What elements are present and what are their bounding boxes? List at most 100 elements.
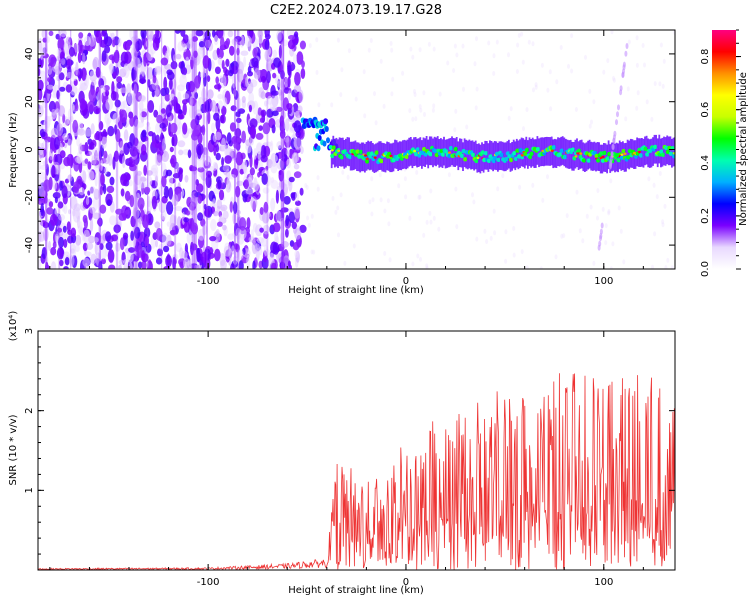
heatmap-cell [101, 94, 107, 102]
heatmap-cell [546, 174, 549, 180]
heatmap-cell [183, 217, 190, 223]
snr-ylabel: SNR (10 * v/v) [8, 414, 19, 485]
heatmap-cell [387, 221, 391, 227]
heatmap-cell [255, 132, 264, 140]
y-tick-label: -20 [24, 189, 35, 205]
heatmap-cell [160, 57, 169, 66]
heatmap-cell [87, 161, 92, 170]
heatmap-cell [625, 43, 629, 49]
heatmap-cell [257, 172, 261, 178]
heatmap-cell [339, 155, 345, 160]
heatmap-cell [228, 248, 232, 260]
heatmap-cell [263, 201, 269, 214]
heatmap-cell [522, 126, 525, 132]
heatmap-cell [225, 58, 230, 67]
heatmap-cell [588, 88, 592, 94]
heatmap-cell [422, 232, 426, 238]
heatmap-cell [276, 141, 283, 149]
heatmap-cell [408, 108, 412, 114]
heatmap-cell [123, 129, 129, 141]
heatmap-cell [169, 77, 173, 90]
heatmap-cell [347, 154, 352, 160]
heatmap-cell [276, 159, 285, 170]
heatmap-cell [115, 30, 119, 269]
heatmap-cell [143, 186, 151, 194]
heatmap-cell [643, 146, 648, 152]
heatmap-cell [38, 179, 42, 189]
heatmap-cell [146, 170, 153, 176]
heatmap-cell [120, 188, 125, 197]
heatmap-cell [164, 63, 172, 70]
heatmap-cell [194, 109, 202, 116]
heatmap-cell [272, 49, 278, 59]
colorbar-tick-label: 0.2 [700, 208, 711, 224]
heatmap-cell [234, 30, 236, 269]
heatmap-cell [199, 72, 206, 79]
heatmap-cell [243, 179, 249, 190]
heatmap-cell [215, 144, 219, 153]
heatmap-cell [128, 262, 133, 269]
heatmap-cell [214, 131, 222, 141]
heatmap-cell [465, 124, 469, 130]
heatmap-cell [109, 215, 117, 226]
heatmap-cell [520, 154, 524, 157]
heatmap-cell [432, 138, 434, 168]
heatmap-cell [178, 149, 184, 156]
heatmap-cell [270, 197, 276, 212]
heatmap-cell [568, 140, 570, 169]
heatmap-cell [447, 172, 451, 178]
heatmap-cell [574, 155, 578, 158]
heatmap-cell [105, 89, 110, 97]
heatmap-cell [214, 248, 221, 262]
heatmap-cell [52, 179, 58, 191]
heatmap-cell [133, 30, 135, 269]
heatmap-cell [369, 38, 373, 43]
heatmap-cell [103, 150, 108, 159]
heatmap-cell [75, 156, 83, 164]
heatmap-cell [104, 45, 111, 54]
heatmap-cell [104, 166, 108, 175]
heatmap-cell [280, 207, 289, 213]
heatmap-cell [523, 151, 528, 156]
heatmap-cell [473, 61, 477, 67]
heatmap-cell [85, 197, 90, 206]
heatmap-cell [509, 106, 513, 112]
heatmap-cell [166, 201, 174, 215]
heatmap-cell [293, 37, 299, 44]
colorbar: 0.0 0.2 0.4 0.6 0.8 Normalized spectral ampl… [700, 29, 749, 277]
heatmap-cell [77, 51, 82, 64]
heatmap-cell [226, 132, 232, 145]
heatmap-cell [187, 149, 192, 159]
heatmap-cell [61, 232, 69, 239]
heatmap-cell [281, 241, 289, 248]
heatmap-cell [462, 86, 465, 92]
heatmap-cell [188, 81, 196, 93]
heatmap-cell [205, 39, 211, 49]
heatmap-cell [495, 39, 499, 45]
heatmap-cell [126, 250, 134, 263]
heatmap-cell [525, 265, 529, 269]
heatmap-cell [452, 138, 455, 167]
heatmap-cell [155, 227, 163, 241]
heatmap-cell [215, 76, 219, 85]
heatmap-cell [622, 64, 626, 71]
heatmap-cell [611, 241, 615, 247]
heatmap-cell [581, 158, 587, 163]
heatmap-cell [220, 36, 225, 50]
heatmap-cell [616, 111, 619, 118]
heatmap-cell [182, 34, 189, 44]
heatmap-cell [154, 67, 158, 77]
heatmap-cell [591, 142, 594, 171]
heatmap-cell [554, 254, 558, 260]
heatmap-cell [283, 119, 290, 131]
heatmap-cell [95, 147, 99, 159]
heatmap-cell [252, 260, 256, 269]
heatmap-cell [97, 91, 103, 103]
y-tick-label: 40 [24, 48, 35, 61]
heatmap-cell [121, 155, 126, 169]
heatmap-cell [39, 55, 44, 69]
heatmap-cell [249, 118, 258, 129]
heatmap-cell [394, 139, 396, 169]
heatmap-cell [217, 221, 223, 227]
heatmap-cell [586, 158, 591, 163]
